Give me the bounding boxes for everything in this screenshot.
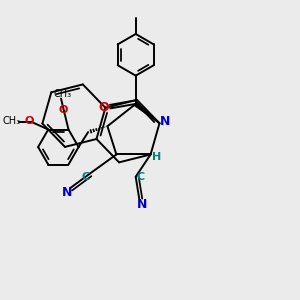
Polygon shape (134, 103, 160, 123)
Text: N: N (160, 115, 170, 128)
Text: H: H (152, 152, 161, 162)
Text: CH₃: CH₃ (53, 89, 72, 99)
Text: C: C (81, 172, 89, 182)
Text: O: O (99, 101, 109, 114)
Text: N: N (61, 186, 72, 199)
Text: C: C (136, 172, 144, 182)
Text: CH₃: CH₃ (2, 116, 20, 126)
Text: N: N (137, 198, 147, 211)
Text: O: O (25, 116, 34, 126)
Text: O: O (59, 105, 68, 115)
